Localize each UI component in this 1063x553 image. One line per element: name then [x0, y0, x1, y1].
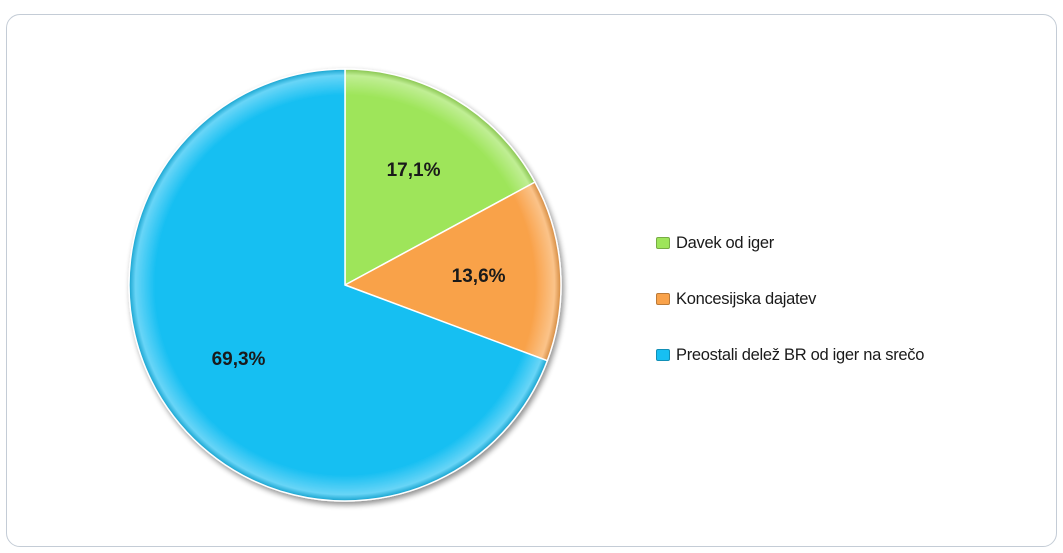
pie-data-label-2: 69,3% [212, 349, 266, 370]
legend-item-preostali: Preostali delež BR od iger na srečo [656, 344, 924, 366]
pie-slice-0 [344, 68, 536, 287]
chart-legend: Davek od iger Koncesijska dajatev Preost… [656, 232, 924, 400]
pie-slice-1 [343, 181, 562, 362]
legend-label-koncesijska: Koncesijska dajatev [676, 289, 817, 308]
legend-swatch-koncesijska [656, 293, 670, 305]
pie-slice-2 [128, 68, 549, 502]
pie-data-label-1: 13,6% [452, 266, 506, 287]
legend-item-koncesijska: Koncesijska dajatev [656, 288, 924, 310]
legend-swatch-preostali [656, 349, 670, 361]
legend-label-davek: Davek od iger [676, 233, 774, 252]
legend-swatch-davek [656, 237, 670, 249]
legend-label-preostali: Preostali delež BR od iger na srečo [676, 345, 925, 364]
pie-data-label-0: 17,1% [387, 160, 441, 181]
legend-item-davek: Davek od iger [656, 232, 924, 254]
